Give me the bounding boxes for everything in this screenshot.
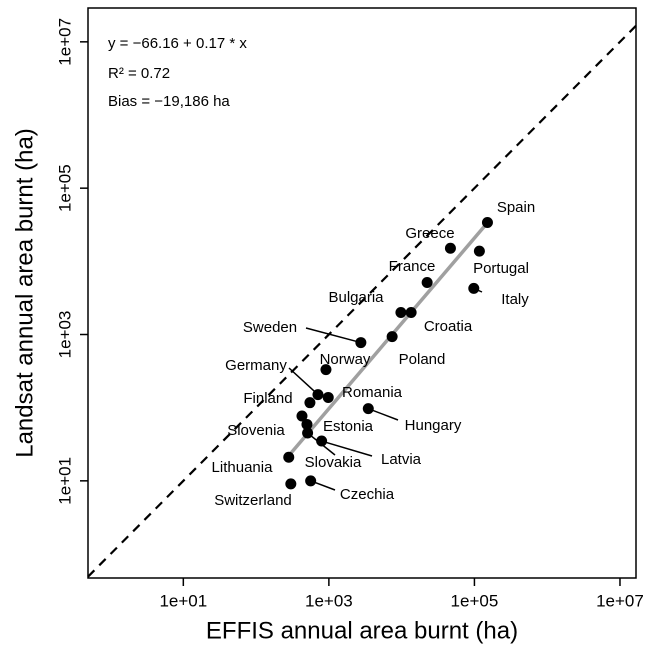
point [304,397,316,409]
point [362,403,374,415]
point-label: Latvia [381,451,422,468]
point [386,331,398,343]
plot-frame [87,7,637,579]
y-axis-title: Landsat annual area burnt (ha) [11,128,38,458]
point-label: Finland [243,390,292,407]
point-label: Hungary [405,417,462,434]
point [468,282,480,294]
point-label: Slovenia [227,422,285,439]
point [473,245,485,257]
annotation: Bias = −19,186 ha [108,93,230,110]
leader-line [305,327,362,344]
point [302,427,314,439]
y-tick-label: 1e+03 [55,311,74,359]
point-label: Spain [497,199,535,216]
y-tick-label: 1e+01 [55,457,74,505]
point [301,418,313,430]
identity-line [87,24,637,578]
leader-line [288,367,319,396]
x-tick-label: 1e+07 [596,591,644,610]
y-tick-label: 1e+05 [55,164,74,212]
point-label: Slovakia [305,454,362,471]
point-label: Estonia [323,418,374,435]
point [355,337,367,349]
point [444,242,456,254]
point [322,391,334,403]
point-label: Greece [405,225,454,242]
y-tick-label: 1e+07 [55,18,74,66]
annotation: y = −66.16 + 0.17 * x [108,35,247,52]
point [285,478,297,490]
point-label: Romania [342,384,403,401]
x-tick-label: 1e+05 [451,591,499,610]
leader-line [321,440,373,457]
point-label: Sweden [243,319,297,336]
point-label: Czechia [340,486,395,503]
point-label: Germany [225,357,287,374]
point-label: Portugal [473,260,529,277]
annotation: R² = 0.72 [108,65,170,82]
point-label: France [389,258,436,275]
point-label: Bulgaria [328,289,384,306]
point-label: Poland [399,351,446,368]
point [405,306,417,318]
x-axis-title: EFFIS annual area burnt (ha) [206,617,518,644]
point [421,277,433,289]
x-tick-label: 1e+01 [159,591,207,610]
point [316,435,328,447]
point [320,364,332,376]
point-label: Croatia [424,318,473,335]
point [283,451,295,463]
point [305,475,317,487]
x-tick-label: 1e+03 [305,591,353,610]
point [395,306,407,318]
point [296,410,308,422]
point-label: Norway [320,351,371,368]
point [481,217,493,229]
point [312,389,324,401]
point-label: Lithuania [212,459,274,476]
point-label: Switzerland [214,492,292,509]
point-label: Italy [501,291,529,308]
